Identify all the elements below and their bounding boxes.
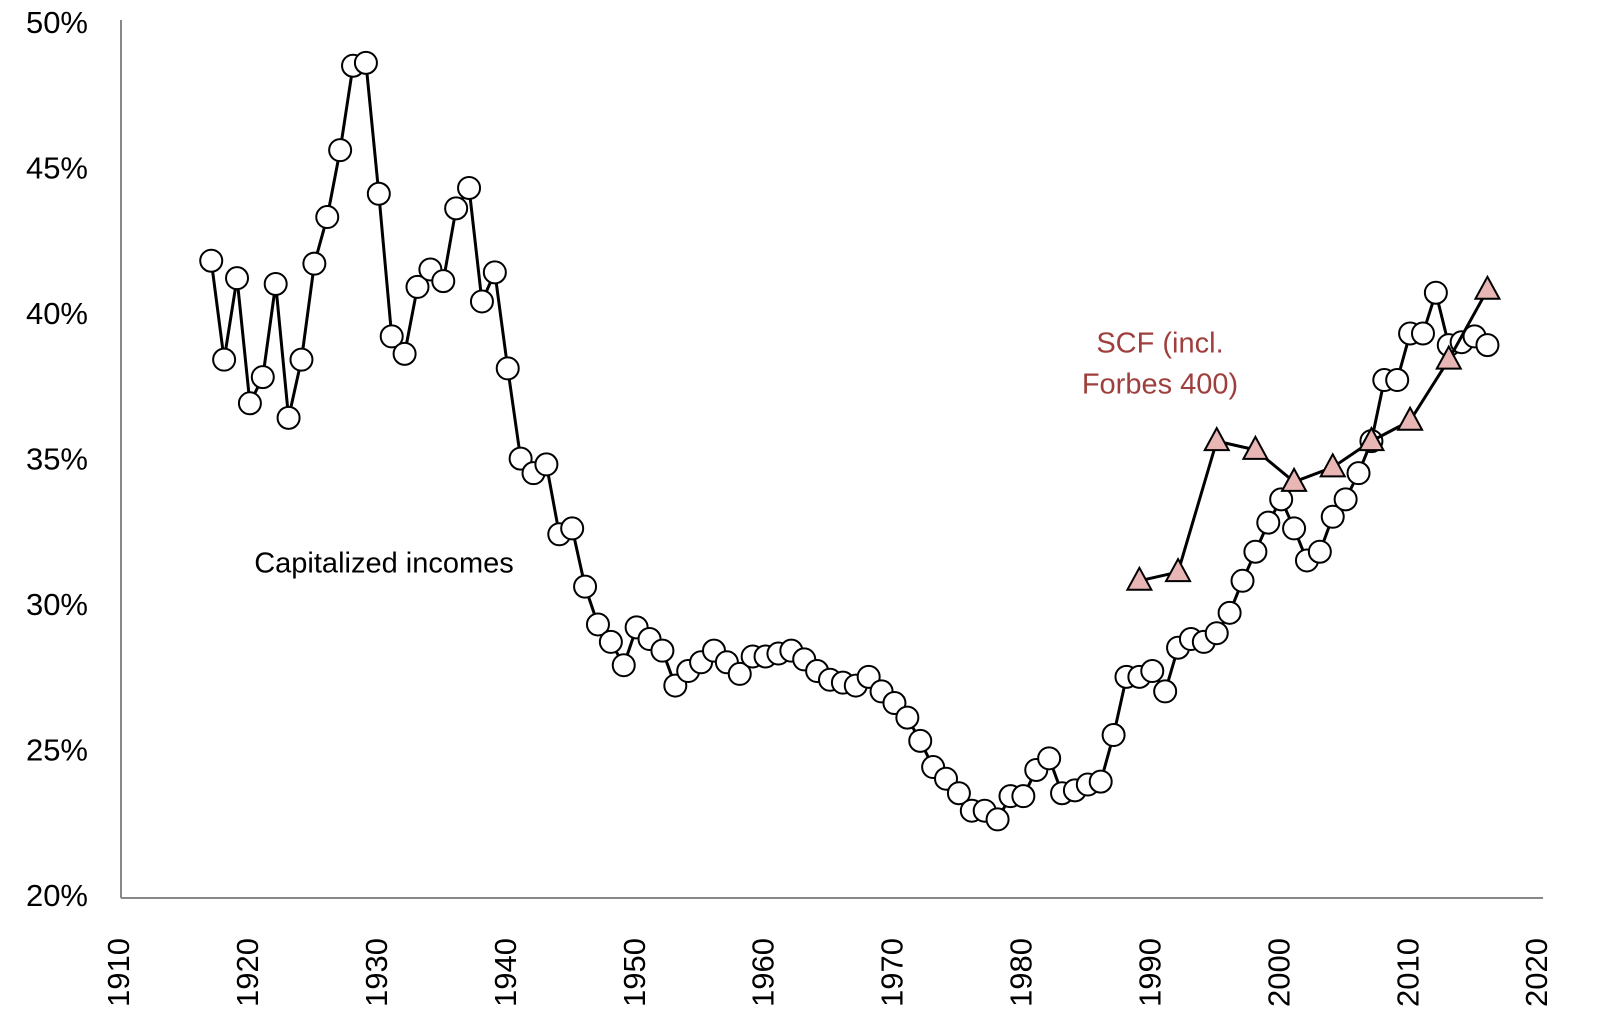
series-line	[209, 61, 1489, 821]
triangle-marker	[1125, 565, 1154, 591]
circle-marker	[444, 196, 469, 221]
y-tick-label: 50%	[26, 5, 88, 40]
circle-marker	[1204, 621, 1229, 646]
x-tick-label: 1980	[1004, 938, 1039, 1007]
circle-marker	[353, 50, 378, 75]
annotation: Forbes 400)	[1082, 369, 1238, 401]
x-tick-label: 1910	[101, 938, 136, 1007]
triangle-marker	[1319, 452, 1347, 478]
circle-marker	[1011, 784, 1036, 809]
y-tick-label: 20%	[26, 878, 88, 913]
y-tick-label: 30%	[26, 587, 88, 622]
triangle-marker	[1280, 466, 1308, 492]
circle-marker	[585, 612, 610, 637]
y-tick-label: 35%	[26, 442, 88, 477]
circle-marker	[1217, 600, 1242, 625]
circle-marker	[495, 356, 520, 381]
circle-marker	[1101, 723, 1126, 748]
circle-marker	[727, 661, 752, 686]
circle-marker	[1333, 487, 1358, 512]
triangle-marker	[1435, 344, 1463, 370]
y-tick-label: 45%	[26, 151, 88, 186]
circle-marker	[225, 266, 250, 291]
circle-marker	[1153, 679, 1178, 704]
circle-marker	[895, 705, 920, 730]
circle-marker	[1282, 516, 1307, 541]
y-tick-label: 25%	[26, 733, 88, 768]
x-tick-label: 1950	[617, 938, 652, 1007]
circle-marker	[263, 271, 288, 296]
circle-marker	[1037, 746, 1062, 771]
circle-marker	[276, 405, 301, 430]
circle-marker	[1269, 487, 1294, 512]
x-tick-label: 1960	[746, 938, 781, 1007]
circle-marker	[1140, 659, 1165, 684]
triangle-marker	[1241, 434, 1270, 460]
circle-marker	[1243, 539, 1268, 564]
circle-marker	[1385, 368, 1410, 393]
circle-marker	[1410, 321, 1435, 346]
circle-marker	[482, 260, 507, 285]
circle-marker	[212, 347, 237, 372]
circle-marker	[1423, 280, 1448, 305]
y-tick-label: 40%	[26, 296, 88, 331]
circle-marker	[431, 269, 456, 294]
circle-marker	[985, 807, 1010, 832]
circle-marker	[560, 516, 585, 541]
triangle-marker	[1357, 426, 1386, 452]
x-tick-label: 1970	[875, 938, 910, 1007]
circle-marker	[457, 175, 482, 200]
circle-marker	[1307, 539, 1332, 564]
x-tick-label: 1940	[488, 938, 523, 1007]
circle-marker	[199, 248, 224, 273]
circle-marker	[469, 289, 494, 314]
circle-marker	[250, 365, 275, 390]
circle-marker	[405, 274, 430, 299]
circle-marker	[315, 205, 340, 230]
x-tick-label: 1920	[230, 938, 265, 1007]
circle-marker	[1346, 461, 1371, 486]
circle-marker	[289, 347, 314, 372]
series-line	[1139, 289, 1489, 583]
circle-marker	[366, 181, 391, 206]
x-tick-label: 2020	[1519, 938, 1554, 1007]
circle-marker	[237, 391, 262, 416]
triangle-marker	[1396, 405, 1424, 431]
circle-marker	[908, 728, 933, 753]
x-tick-label: 2010	[1390, 938, 1425, 1007]
circle-marker	[573, 574, 598, 599]
annotation: SCF (incl.	[1096, 328, 1223, 360]
circle-marker	[1475, 333, 1500, 358]
circle-marker	[328, 138, 353, 163]
circle-marker	[379, 324, 404, 349]
circle-marker	[1088, 769, 1113, 794]
triangle-marker	[1473, 274, 1502, 300]
circle-marker	[1230, 568, 1255, 593]
circle-marker	[392, 341, 417, 366]
annotation: Capitalized incomes	[254, 548, 514, 580]
circle-marker	[534, 452, 559, 477]
circle-marker	[946, 781, 971, 806]
circle-marker	[611, 653, 636, 678]
x-tick-label: 1930	[359, 938, 394, 1007]
triangle-marker	[1164, 556, 1192, 583]
circle-marker	[1320, 504, 1345, 529]
triangle-marker	[1203, 426, 1231, 452]
x-tick-label: 1990	[1132, 938, 1167, 1007]
circle-marker	[1256, 510, 1281, 535]
circle-marker	[302, 251, 327, 276]
circle-marker	[598, 629, 623, 654]
x-tick-label: 2000	[1261, 938, 1296, 1007]
circle-marker	[650, 638, 675, 663]
